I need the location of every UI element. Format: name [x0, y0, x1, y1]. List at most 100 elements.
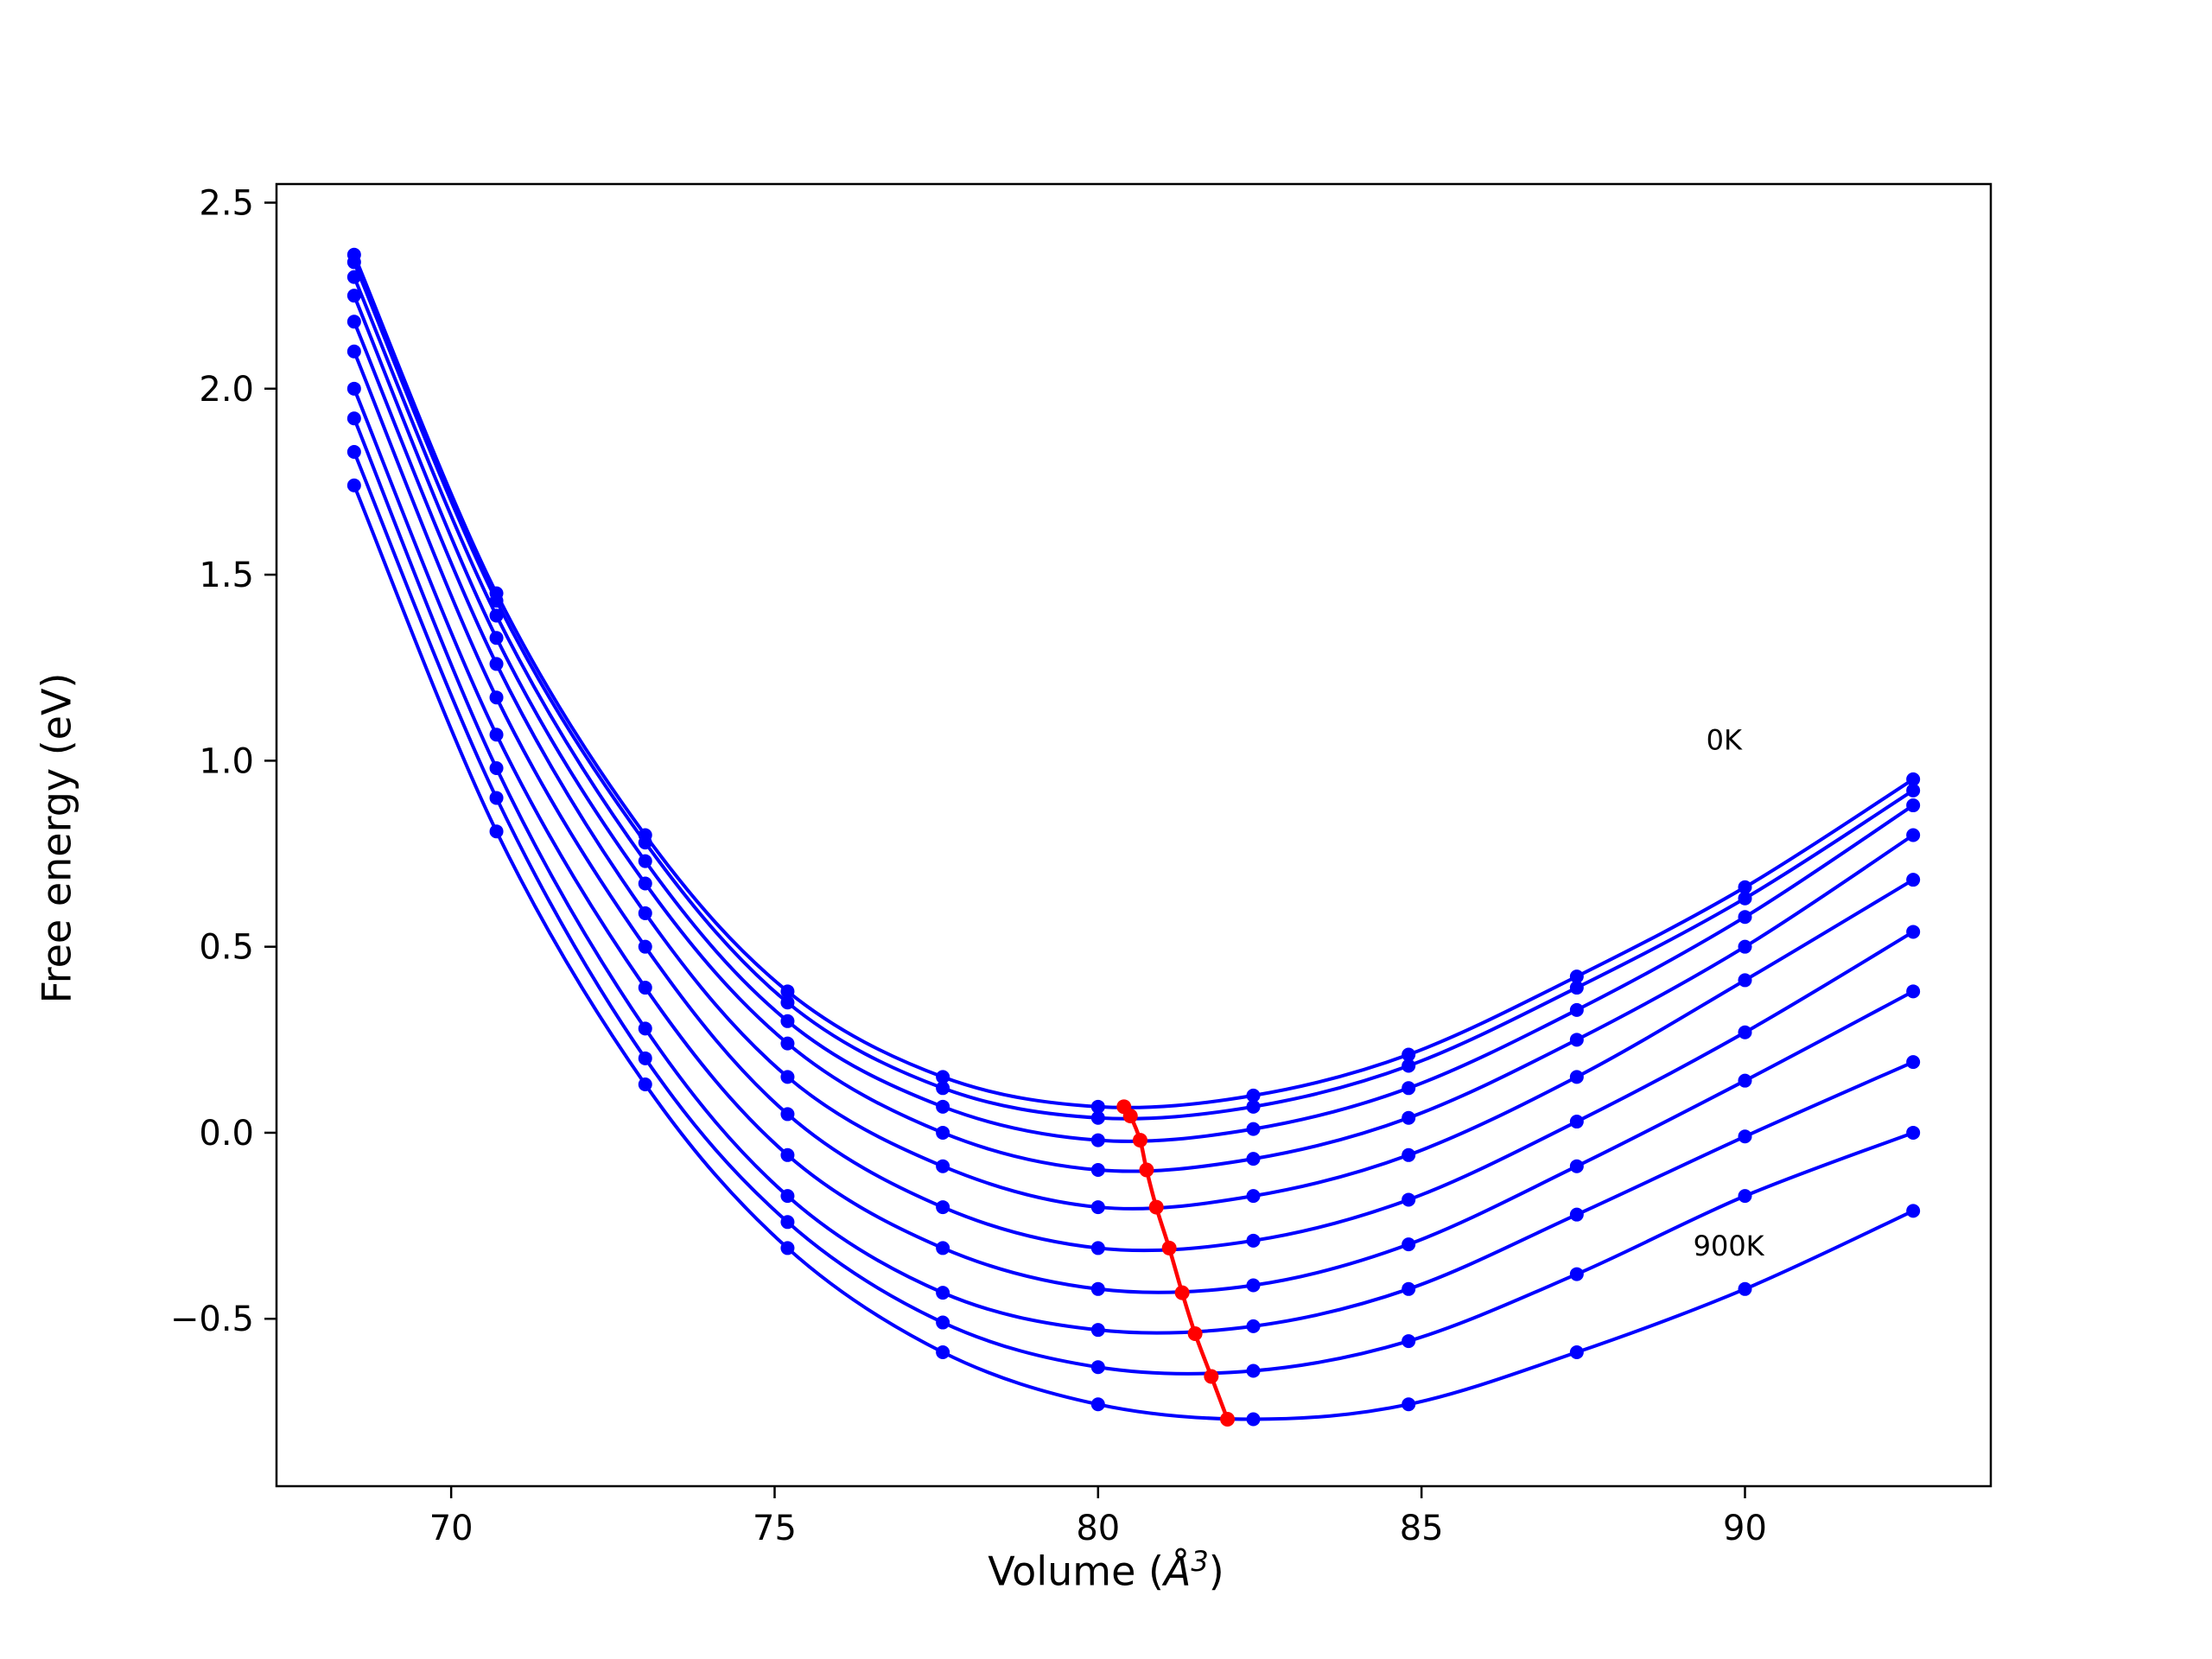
marker-100K: [1906, 783, 1921, 798]
marker-900K: [1569, 1344, 1584, 1359]
equilibrium-minimum-marker: [1161, 1240, 1177, 1255]
marker-100K: [346, 255, 361, 270]
marker-300K: [1906, 828, 1921, 842]
marker-200K: [346, 270, 361, 284]
marker-400K: [780, 1070, 795, 1084]
y-tick-label: 1.5: [199, 556, 254, 595]
marker-800K: [1402, 1334, 1416, 1349]
marker-700K: [1402, 1281, 1416, 1296]
marker-0K: [1569, 969, 1584, 984]
marker-300K: [638, 876, 652, 891]
marker-0K: [1090, 1099, 1105, 1114]
x-axis-label-suffix: ): [1208, 1548, 1224, 1595]
marker-200K: [1246, 1122, 1261, 1136]
marker-600K: [1402, 1237, 1416, 1252]
marker-500K: [638, 939, 652, 954]
marker-0K: [780, 984, 795, 999]
marker-600K: [1906, 984, 1921, 999]
marker-400K: [1906, 873, 1921, 887]
marker-600K: [780, 1147, 795, 1162]
marker-400K: [1738, 973, 1752, 988]
marker-100K: [936, 1081, 950, 1096]
y-axis-label: Free energy (eV): [33, 672, 80, 1004]
marker-600K: [1569, 1159, 1584, 1173]
equilibrium-minimum-marker: [1187, 1325, 1203, 1341]
equilibrium-minimum-marker: [1174, 1285, 1190, 1300]
marker-400K: [936, 1159, 950, 1173]
marker-200K: [1090, 1133, 1105, 1147]
marker-900K: [1402, 1397, 1416, 1412]
marker-200K: [1569, 1002, 1584, 1017]
marker-800K: [780, 1215, 795, 1230]
marker-600K: [346, 381, 361, 396]
y-tick-label: 2.0: [199, 370, 254, 410]
y-tick-label: 0.5: [199, 928, 254, 968]
marker-100K: [638, 836, 652, 850]
marker-500K: [1569, 1115, 1584, 1129]
curve-0K: [352, 252, 1916, 1109]
marker-600K: [489, 728, 504, 742]
equilibrium-minimum-marker: [1204, 1369, 1219, 1384]
marker-300K: [936, 1125, 950, 1140]
marker-300K: [346, 289, 361, 303]
marker-300K: [1402, 1110, 1416, 1125]
x-tick-label: 75: [753, 1509, 797, 1548]
equilibrium-minimum-marker: [1148, 1199, 1164, 1215]
marker-700K: [1090, 1323, 1105, 1338]
marker-900K: [1090, 1397, 1105, 1412]
x-tick-label: 90: [1723, 1509, 1767, 1548]
marker-0K: [936, 1070, 950, 1084]
marker-500K: [1246, 1233, 1261, 1248]
marker-400K: [1090, 1200, 1105, 1215]
marker-900K: [1738, 1281, 1752, 1296]
marker-300K: [1090, 1163, 1105, 1178]
marker-500K: [1738, 1025, 1752, 1039]
marker-100K: [1738, 891, 1752, 906]
y-tick-label: 1.0: [199, 741, 254, 781]
marker-700K: [489, 760, 504, 775]
y-tick-label: 0.0: [199, 1114, 254, 1154]
y-tick-label: −0.5: [170, 1300, 254, 1339]
marker-700K: [1246, 1319, 1261, 1333]
marker-800K: [489, 791, 504, 805]
x-tick-label: 70: [429, 1509, 474, 1548]
marker-500K: [1906, 925, 1921, 939]
marker-300K: [1246, 1152, 1261, 1166]
annotation-0K: 0K: [1707, 723, 1743, 756]
marker-400K: [489, 657, 504, 671]
angstrom-exponent: 3: [1191, 1545, 1209, 1578]
marker-700K: [1569, 1207, 1584, 1222]
equilibrium-minimum-marker: [1122, 1109, 1138, 1124]
curve-500K: [352, 349, 1916, 1253]
curve-300K: [352, 294, 1916, 1173]
marker-700K: [936, 1286, 950, 1300]
marker-500K: [936, 1200, 950, 1215]
marker-900K: [936, 1344, 950, 1359]
marker-800K: [1738, 1189, 1752, 1204]
x-tick-label: 80: [1076, 1509, 1120, 1548]
marker-200K: [1402, 1081, 1416, 1096]
marker-0K: [1402, 1047, 1416, 1062]
marker-800K: [1090, 1360, 1105, 1375]
marker-900K: [638, 1077, 652, 1091]
marker-100K: [1402, 1058, 1416, 1073]
marker-400K: [638, 906, 652, 920]
marker-500K: [346, 344, 361, 359]
marker-700K: [638, 1021, 652, 1036]
marker-100K: [1246, 1099, 1261, 1114]
marker-900K: [1246, 1412, 1261, 1427]
angstrom-symbol: Å: [1163, 1548, 1192, 1595]
x-axis-label-prefix: Volume (: [988, 1548, 1164, 1595]
marker-400K: [346, 315, 361, 329]
marker-600K: [1090, 1281, 1105, 1296]
equilibrium-minimum-marker: [1132, 1133, 1147, 1148]
marker-800K: [1906, 1125, 1921, 1140]
marker-800K: [638, 1051, 652, 1065]
marker-500K: [1090, 1241, 1105, 1255]
marker-900K: [489, 824, 504, 839]
curve-700K: [352, 416, 1916, 1335]
curve-900K: [352, 483, 1916, 1421]
marker-400K: [1402, 1147, 1416, 1162]
marker-400K: [1246, 1189, 1261, 1204]
